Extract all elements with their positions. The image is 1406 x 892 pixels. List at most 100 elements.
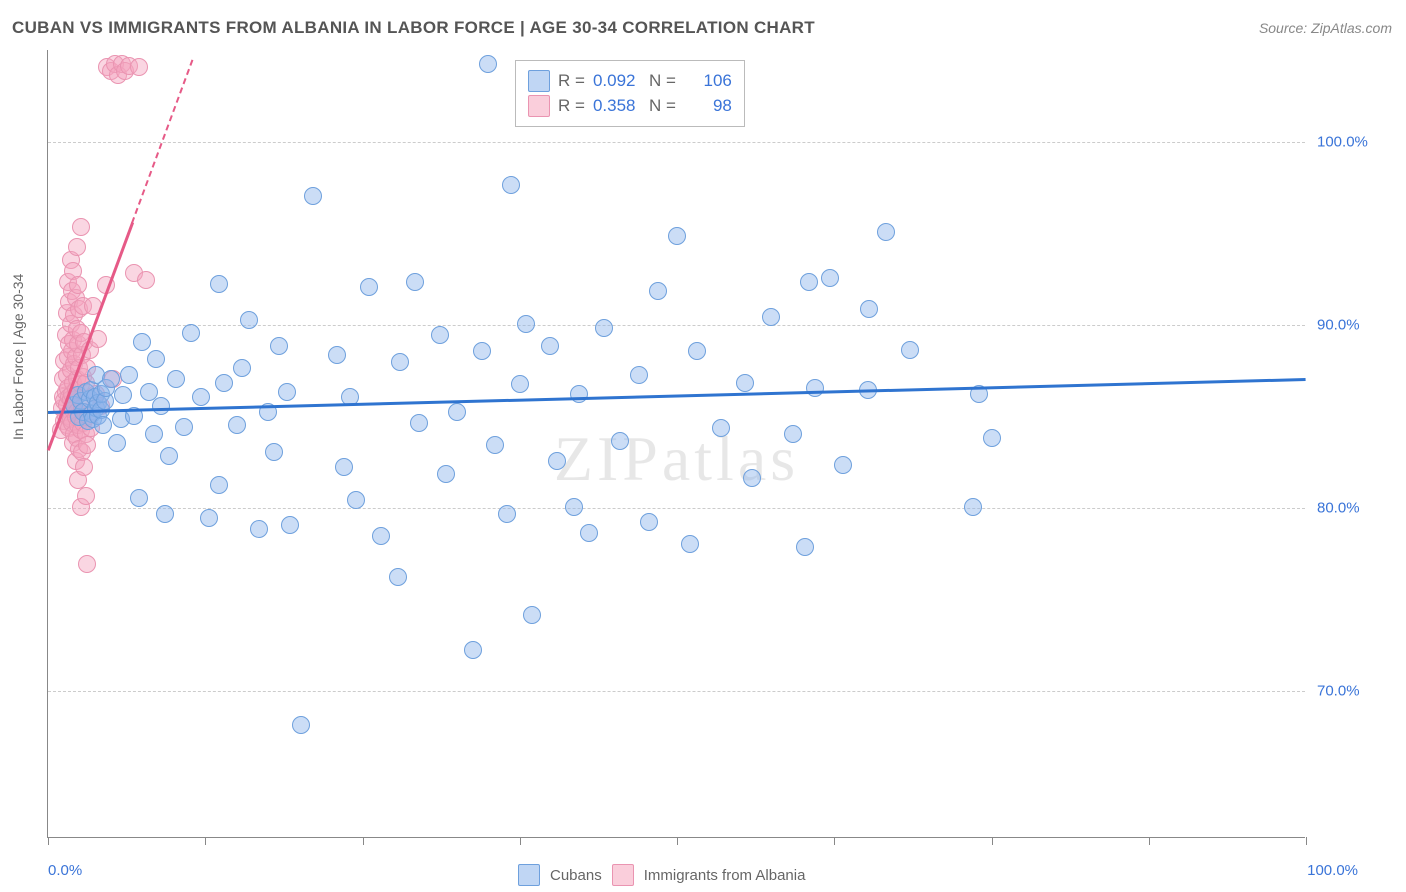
scatter-point [498, 505, 516, 523]
scatter-point [152, 397, 170, 415]
scatter-point [192, 388, 210, 406]
scatter-point [391, 353, 409, 371]
scatter-point [292, 716, 310, 734]
trendline [48, 378, 1306, 413]
legend-label: Immigrants from Albania [644, 867, 806, 884]
chart-container: CUBAN VS IMMIGRANTS FROM ALBANIA IN LABO… [0, 0, 1406, 892]
stat-label: R = [558, 96, 585, 116]
stat-label: R = [558, 71, 585, 91]
scatter-point [281, 516, 299, 534]
scatter-point [541, 337, 559, 355]
scatter-point [250, 520, 268, 538]
scatter-point [611, 432, 629, 450]
legend-label: Cubans [550, 867, 602, 884]
legend-swatch [518, 864, 540, 886]
x-tick-mark [992, 837, 993, 845]
scatter-point [102, 370, 120, 388]
watermark-text: ZIPatlas [554, 422, 799, 496]
scatter-point [114, 386, 132, 404]
scatter-point [570, 385, 588, 403]
stat-label: N = [649, 71, 676, 91]
scatter-point [175, 418, 193, 436]
scatter-point [75, 458, 93, 476]
scatter-point [78, 436, 96, 454]
stat-value: 0.358 [593, 96, 641, 116]
x-tick-mark [1149, 837, 1150, 845]
scatter-point [68, 238, 86, 256]
y-axis-label: In Labor Force | Age 30-34 [10, 274, 26, 440]
scatter-point [72, 218, 90, 236]
scatter-point [140, 383, 158, 401]
scatter-point [964, 498, 982, 516]
scatter-point [640, 513, 658, 531]
scatter-point [502, 176, 520, 194]
scatter-point [736, 374, 754, 392]
scatter-point [743, 469, 761, 487]
legend-swatch [612, 864, 634, 886]
scatter-point [901, 341, 919, 359]
scatter-point [270, 337, 288, 355]
scatter-point [210, 275, 228, 293]
gridline [48, 508, 1305, 509]
scatter-point [511, 375, 529, 393]
scatter-point [130, 489, 148, 507]
stat-value: 98 [684, 96, 732, 116]
scatter-point [565, 498, 583, 516]
scatter-point [78, 555, 96, 573]
scatter-point [821, 269, 839, 287]
scatter-point [335, 458, 353, 476]
scatter-point [517, 315, 535, 333]
stat-label: N = [649, 96, 676, 116]
scatter-point [410, 414, 428, 432]
chart-title: CUBAN VS IMMIGRANTS FROM ALBANIA IN LABO… [12, 18, 815, 38]
scatter-point [240, 311, 258, 329]
gridline [48, 325, 1305, 326]
scatter-point [120, 366, 138, 384]
x-axis-min-label: 0.0% [48, 862, 82, 879]
scatter-point [806, 379, 824, 397]
scatter-point [347, 491, 365, 509]
scatter-point [437, 465, 455, 483]
scatter-point [983, 429, 1001, 447]
scatter-point [580, 524, 598, 542]
scatter-point [167, 370, 185, 388]
scatter-point [595, 319, 613, 337]
scatter-point [548, 452, 566, 470]
y-tick-label: 80.0% [1317, 500, 1396, 517]
legend-series: Cubans Immigrants from Albania [518, 864, 805, 886]
stat-value: 0.092 [593, 71, 641, 91]
scatter-point [304, 187, 322, 205]
scatter-point [473, 342, 491, 360]
gridline [48, 142, 1305, 143]
scatter-point [796, 538, 814, 556]
scatter-point [228, 416, 246, 434]
scatter-point [389, 568, 407, 586]
scatter-point [215, 374, 233, 392]
scatter-point [200, 509, 218, 527]
scatter-point [265, 443, 283, 461]
x-tick-mark [834, 837, 835, 845]
scatter-point [133, 333, 151, 351]
y-tick-label: 70.0% [1317, 683, 1396, 700]
scatter-point [147, 350, 165, 368]
scatter-point [130, 58, 148, 76]
scatter-point [649, 282, 667, 300]
scatter-point [108, 434, 126, 452]
scatter-point [668, 227, 686, 245]
stat-value: 106 [684, 71, 732, 91]
x-tick-mark [520, 837, 521, 845]
scatter-point [688, 342, 706, 360]
scatter-point [182, 324, 200, 342]
scatter-point [784, 425, 802, 443]
scatter-point [860, 300, 878, 318]
y-tick-label: 100.0% [1317, 133, 1396, 150]
scatter-point [210, 476, 228, 494]
x-tick-mark [205, 837, 206, 845]
scatter-point [160, 447, 178, 465]
scatter-point [94, 416, 112, 434]
scatter-point [479, 55, 497, 73]
scatter-point [800, 273, 818, 291]
legend-stat-row: R = 0.092 N = 106 [528, 70, 732, 92]
scatter-point [137, 271, 155, 289]
scatter-point [156, 505, 174, 523]
